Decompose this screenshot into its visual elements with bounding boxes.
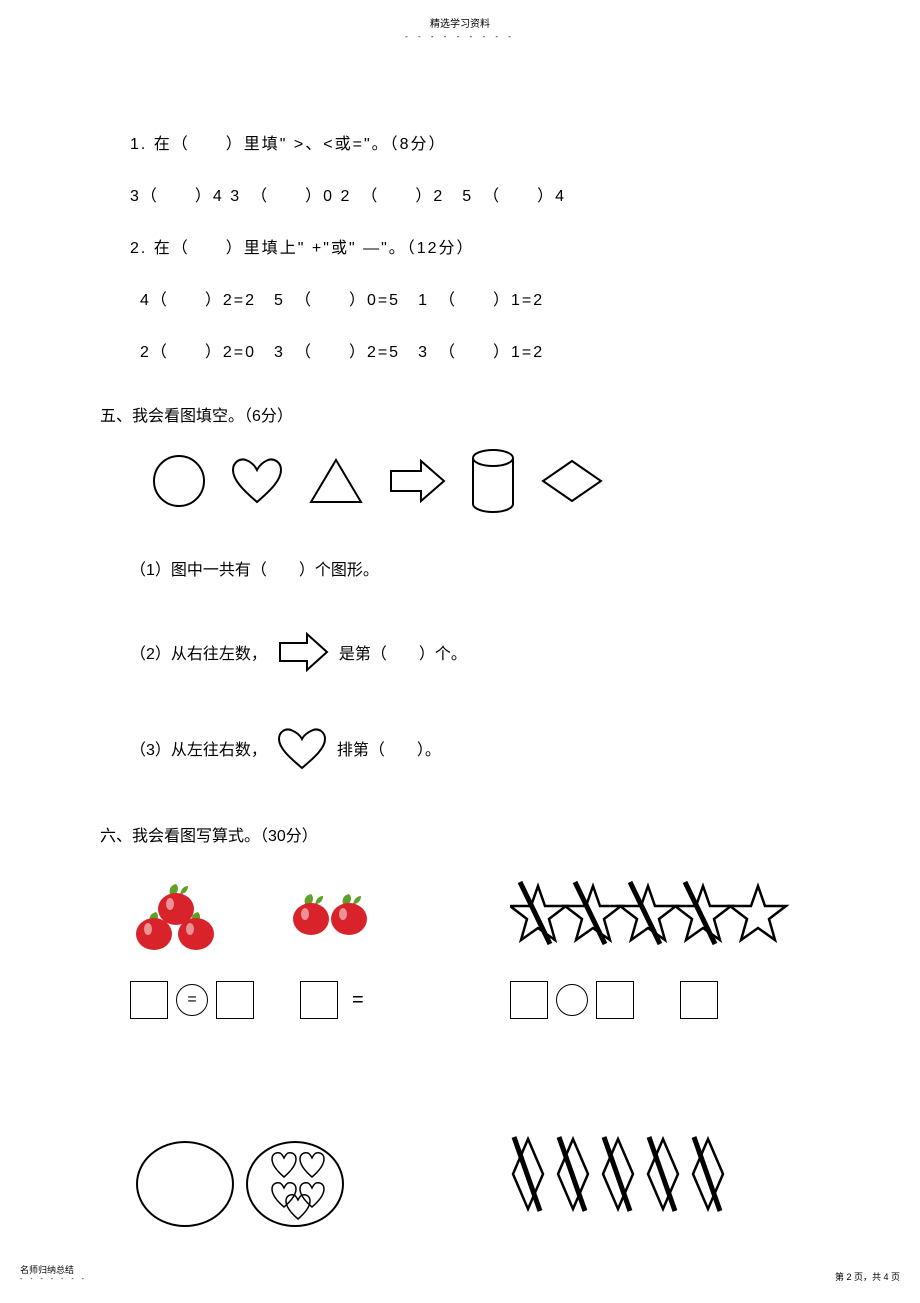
diamond-shape: [538, 456, 606, 506]
circle-shape: [150, 452, 208, 510]
apple-group-3: [130, 876, 225, 951]
star-crossed: [510, 882, 566, 944]
apples-row: [130, 876, 410, 951]
footer-left-dots: - - - - - - -: [20, 1276, 87, 1283]
eq-box: [300, 981, 338, 1019]
content-area: 1. 在（ ）里填" >、<或="。（8分） 3（ ）4 3 （ ）0 2 （ …: [130, 130, 810, 1244]
section5-q3: （3）从左往右数， 排第（ ）。: [130, 724, 810, 772]
problems-row-1: = =: [130, 876, 810, 1019]
apple-group-2: [285, 876, 375, 951]
star-equation: [510, 981, 790, 1019]
q3-pre: （3）从左往右数，: [130, 736, 267, 760]
q1-title: 1. 在（ ）里填" >、<或="。（8分）: [130, 130, 810, 154]
section6-title: 六、我会看图写算式。（30分）: [100, 822, 810, 846]
hearts-circles: [130, 1129, 360, 1239]
star-outline: [730, 886, 786, 940]
q1-line: 3（ ）4 3 （ ）0 2 （ ）2 5 （ ）4: [130, 182, 810, 206]
star-crossed: [675, 882, 731, 944]
footer-right: 第 2 页，共 4 页: [835, 1270, 900, 1283]
diamond-crossed: [558, 1137, 588, 1211]
eq-box: [680, 981, 718, 1019]
page-header: 精选学习资料 - - - - - - - - -: [405, 15, 515, 41]
arrow-icon: [275, 630, 331, 674]
q3-post: 排第（ ）。: [337, 736, 441, 760]
section5-q1: （1）图中一共有（ ）个图形。: [130, 556, 810, 580]
heart-icon: [275, 724, 329, 772]
eq-box: [216, 981, 254, 1019]
q2-line2: 2（ ）2=0 3 （ ）2=5 3 （ ）1=2: [130, 338, 810, 362]
hearts-circle-problem: [130, 1129, 410, 1244]
cylinder-shape: [468, 446, 518, 516]
diamonds-crossed-row: [510, 1129, 760, 1229]
apples-problem: = =: [130, 876, 410, 1019]
footer-left: 名师归纳总结 - - - - - - -: [20, 1263, 87, 1283]
section5-q2: （2）从右往左数， 是第（ ）个。: [130, 630, 810, 674]
problems-row-2: [130, 1129, 810, 1244]
diamonds-problem: [510, 1129, 790, 1244]
section5-title: 五、我会看图填空。（6分）: [100, 402, 810, 426]
diamond-crossed: [648, 1137, 678, 1211]
q2-title: 2. 在（ ）里填上" +"或" —"。（12分）: [130, 234, 810, 258]
equals-sign: =: [352, 989, 364, 1012]
eq-circle-op: =: [176, 984, 208, 1016]
footer-left-text: 名师归纳总结: [20, 1263, 87, 1276]
apple-equation: = =: [130, 981, 410, 1019]
eq-box: [596, 981, 634, 1019]
arrow-shape: [386, 456, 448, 506]
triangle-shape: [306, 452, 366, 510]
q2-post: 是第（ ）个。: [339, 640, 467, 664]
header-title: 精选学习资料: [405, 15, 515, 30]
heart-shape: [228, 452, 286, 510]
star-crossed: [620, 882, 676, 944]
diamond-crossed: [603, 1137, 633, 1211]
eq-box: [130, 981, 168, 1019]
diamond-crossed: [513, 1137, 543, 1211]
eq-circle-op: [556, 984, 588, 1016]
q2-pre: （2）从右往左数，: [130, 640, 267, 664]
star-crossed: [565, 882, 621, 944]
q2-line1: 4（ ）2=2 5 （ ）0=5 1 （ ）1=2: [130, 286, 810, 310]
stars-row: [510, 876, 800, 956]
stars-problem: [510, 876, 790, 1019]
header-dots: - - - - - - - - -: [405, 32, 515, 41]
shapes-row: [150, 446, 810, 516]
diamond-crossed: [693, 1137, 723, 1211]
eq-box: [510, 981, 548, 1019]
